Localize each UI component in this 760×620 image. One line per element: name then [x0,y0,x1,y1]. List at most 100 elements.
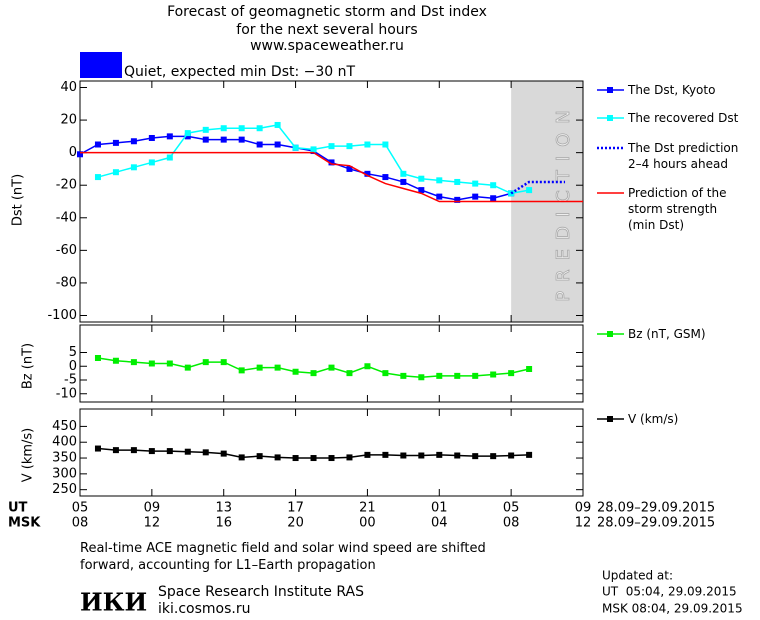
marker [94,141,101,148]
marker [436,372,443,379]
marker [256,453,263,460]
marker [112,139,119,146]
marker [130,359,137,366]
y-tick-label: 400 [52,435,77,450]
legend-marker [607,115,613,121]
marker [454,372,461,379]
marker [400,372,407,379]
updated: UT 05:04, 29.09.2015 [602,585,737,599]
status-text: Quiet, expected min Dst: −30 nT [124,64,356,80]
marker [382,370,389,377]
title: Forecast of geomagnetic storm and Dst in… [167,4,487,20]
marker [364,451,371,458]
x-row-label: MSK [8,516,41,531]
marker [130,138,137,145]
marker [130,164,137,171]
marker [472,180,479,187]
legend-marker [607,87,613,93]
marker [364,141,371,148]
marker [202,359,209,366]
marker [490,195,497,202]
marker [508,452,515,459]
x-tick-label: 05 [72,501,89,516]
y-tick-label: 350 [52,451,77,466]
marker [274,121,281,128]
x-tick-label: 20 [287,516,304,531]
marker [238,136,245,143]
marker [310,370,317,377]
logo: ИКИ [80,588,147,617]
legend-label: The Dst, Kyoto [628,83,716,97]
marker [364,170,371,177]
x-tick-label: 12 [575,516,592,531]
title: www.spaceweather.ru [250,38,404,54]
marker [148,448,155,455]
marker [418,175,425,182]
marker [418,452,425,459]
marker [184,364,191,371]
y-tick-label: -40 [56,210,77,225]
x-date: 28.09–29.09.2015 [597,516,715,531]
marker [436,451,443,458]
legend-marker [607,331,613,337]
marker [238,454,245,461]
marker [292,455,299,462]
legend-label: Prediction of the storm strength (min Ds… [628,186,727,232]
marker [202,449,209,456]
y-axis-label: Dst (nT) [11,174,26,226]
marker [472,372,479,379]
legend-label: V (km/s) [628,412,679,426]
y-tick-label: 40 [60,80,77,95]
plot-frame [79,408,584,497]
x-tick-label: 09 [575,501,592,516]
note: Real-time ACE magnetic field and solar w… [80,541,486,573]
y-tick-label: 20 [60,113,77,128]
y-axis-label: Bz (nT) [21,343,36,389]
y-tick-label: 0 [69,359,77,374]
marker [400,178,407,185]
y-tick-label: -100 [47,308,77,323]
title: for the next several hours [236,22,417,38]
x-tick-label: 00 [359,516,376,531]
marker [508,370,515,377]
institute: Space Research Institute RAS [158,584,364,600]
marker [490,371,497,378]
x-tick-label: 12 [144,516,161,531]
legend-label: The Dst prediction 2–4 hours ahead [628,141,739,171]
plot-frame [79,324,584,403]
marker [184,130,191,137]
y-tick-label: -5 [64,373,77,388]
marker [490,453,497,460]
y-axis-label: V (km/s) [21,428,36,483]
marker [454,178,461,185]
marker [166,133,173,140]
x-tick-label: 01 [431,501,448,516]
marker [238,125,245,132]
marker [220,359,227,366]
legend-label: The recovered Dst [628,111,739,125]
marker [220,136,227,143]
y-tick-label: -60 [56,243,77,258]
y-tick-label: -80 [56,275,77,290]
marker [526,366,533,372]
marker [274,364,281,371]
marker [508,190,515,197]
series-line [80,151,583,203]
marker [454,196,461,203]
y-tick-label: 0 [69,145,77,160]
x-tick-label: 17 [287,501,304,516]
marker [292,368,299,375]
series-line [97,124,530,195]
x-tick-label: 04 [431,516,448,531]
marker [328,143,335,150]
marker [166,154,173,161]
marker [256,125,263,132]
marker [472,193,479,200]
marker [310,146,317,153]
marker [220,125,227,132]
marker [328,159,335,166]
y-tick-label: 250 [52,482,77,497]
marker [328,364,335,371]
